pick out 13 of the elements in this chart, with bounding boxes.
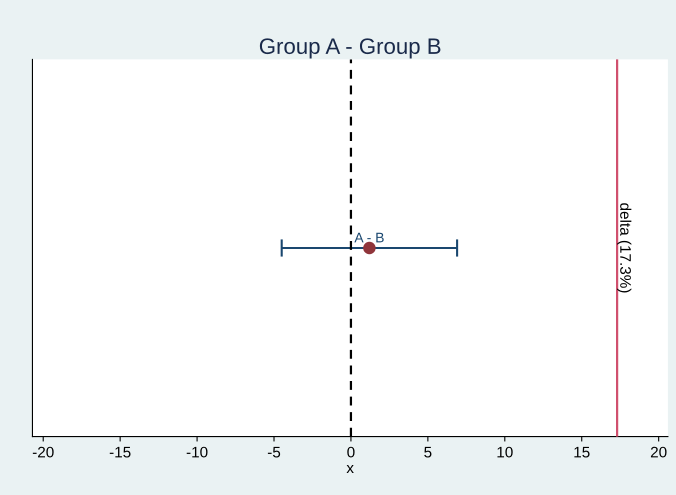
x-tick-label: 5 <box>424 446 432 458</box>
x-tick-label: -10 <box>186 446 208 458</box>
x-axis-title: x <box>346 464 354 474</box>
x-tick-label: -15 <box>110 446 131 458</box>
x-tick-label: 10 <box>497 446 513 458</box>
x-tick-label: 15 <box>574 446 590 458</box>
x-tick-label: 20 <box>650 446 667 458</box>
ref-line-label: delta (17.3%) <box>617 203 632 292</box>
series-label: A - B <box>354 232 384 242</box>
x-tick-label: 0 <box>347 446 355 458</box>
x-tick-label: -20 <box>32 446 54 458</box>
chart-title: Group A - Group B <box>260 38 440 58</box>
x-tick-label: -5 <box>268 446 280 458</box>
